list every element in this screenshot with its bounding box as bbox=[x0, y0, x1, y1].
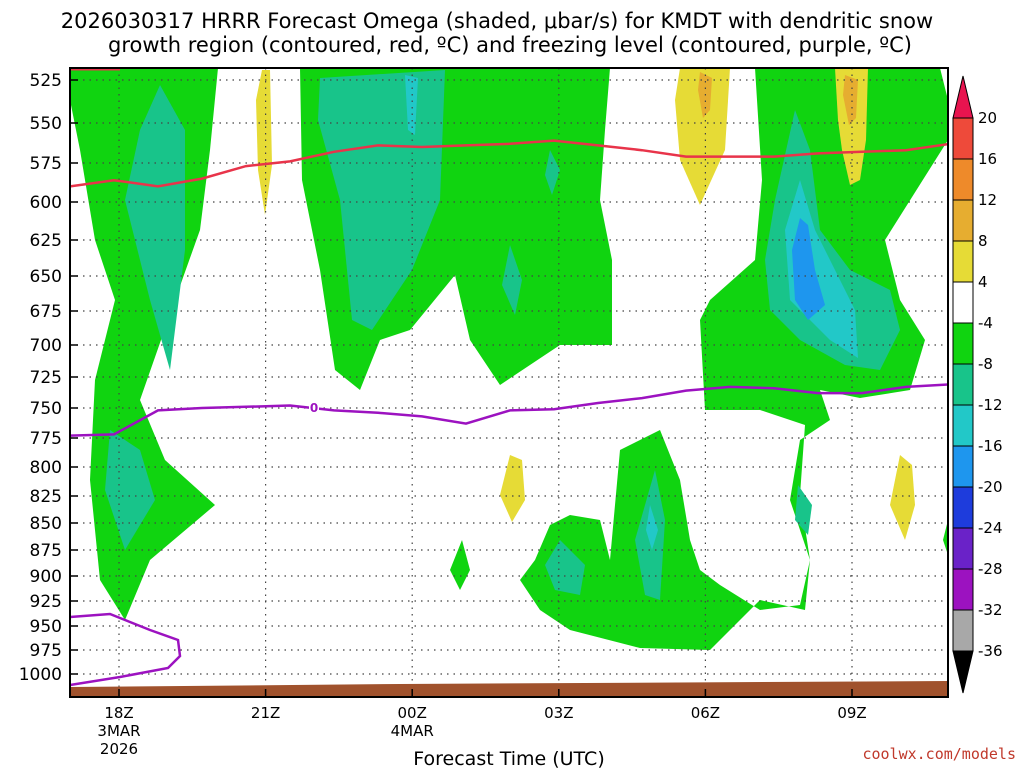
y-tick-label-775: 775 bbox=[30, 429, 62, 449]
x-tick-label-03Z: 03Z bbox=[544, 704, 573, 722]
dgz-isotherm-contour bbox=[70, 139, 948, 188]
colorbar-label--4: -4 bbox=[978, 314, 993, 332]
colorbar-label--8: -8 bbox=[978, 355, 993, 373]
y-tick-label-650: 650 bbox=[30, 267, 62, 287]
colorbar-bin-13 bbox=[952, 609, 974, 652]
omega-region-green-4 bbox=[450, 540, 470, 590]
colorbar-bin-10 bbox=[952, 486, 974, 529]
colorbar-label--32: -32 bbox=[978, 601, 1003, 619]
colorbar-label-12: 12 bbox=[978, 191, 997, 209]
omega-region-teal-1 bbox=[125, 85, 185, 370]
x-tick-label-18Z: 18Z bbox=[104, 704, 133, 722]
colorbar-bin-4 bbox=[952, 240, 974, 283]
y-tick-label-975: 975 bbox=[30, 641, 62, 661]
colorbar-bin-1 bbox=[952, 117, 974, 160]
x-tick-year-18Z: 2026 bbox=[100, 740, 138, 758]
colorbar-label-8: 8 bbox=[978, 232, 988, 250]
colorbar-bottom-arrow bbox=[952, 650, 974, 694]
x-tick-sublabel-18Z: 3MAR bbox=[97, 722, 140, 740]
chart-title-line1: 2026030317 HRRR Forecast Omega (shaded, … bbox=[61, 9, 933, 33]
y-tick-label-675: 675 bbox=[30, 302, 62, 322]
colorbar-bin-3 bbox=[952, 199, 974, 242]
omega-region-yellow-2 bbox=[675, 68, 730, 205]
plot-frame bbox=[69, 67, 949, 698]
colorbar-label-16: 16 bbox=[978, 150, 997, 168]
colorbar-bin-11 bbox=[952, 527, 974, 570]
y-tick-label-825: 825 bbox=[30, 487, 62, 507]
colorbar-bin-9 bbox=[952, 445, 974, 488]
omega-region-cyan-1 bbox=[405, 75, 418, 135]
colorbar-bin-5 bbox=[952, 281, 974, 324]
colorbar-label-4: 4 bbox=[978, 273, 988, 291]
freezing-level-low-contour bbox=[70, 612, 182, 687]
colorbar-label--16: -16 bbox=[978, 437, 1003, 455]
y-tick-label-1000: 1000 bbox=[19, 665, 62, 685]
omega-region-cyan-3 bbox=[646, 505, 658, 550]
colorbar-label-20: 20 bbox=[978, 109, 997, 127]
y-tick-label-800: 800 bbox=[30, 458, 62, 478]
omega-region-blue-1 bbox=[792, 218, 825, 320]
y-tick-label-525: 525 bbox=[30, 71, 62, 91]
x-tick-label-06Z: 06Z bbox=[691, 704, 720, 722]
colorbar-label--28: -28 bbox=[978, 560, 1003, 578]
y-tick-label-900: 900 bbox=[30, 567, 62, 587]
chart-title-line2: growth region (contoured, red, ºC) and f… bbox=[108, 33, 912, 57]
omega-region-teal-4 bbox=[502, 245, 522, 315]
freezing-level-label: 0 bbox=[310, 401, 318, 415]
omega-region-green-3 bbox=[520, 68, 948, 650]
y-tick-label-850: 850 bbox=[30, 514, 62, 534]
x-tick-label-21Z: 21Z bbox=[251, 704, 280, 722]
omega-region-orange-2 bbox=[843, 75, 858, 125]
y-tick-label-575: 575 bbox=[30, 154, 62, 174]
colorbar-bin-12 bbox=[952, 568, 974, 611]
x-axis-title: Forecast Time (UTC) bbox=[413, 748, 604, 768]
omega-region-yellow-1 bbox=[256, 70, 272, 215]
y-tick-label-750: 750 bbox=[30, 399, 62, 419]
colorbar-label--36: -36 bbox=[978, 642, 1003, 660]
omega-region-yellow-5 bbox=[890, 455, 915, 540]
colorbar-bin-7 bbox=[952, 363, 974, 406]
colorbar-bin-8 bbox=[952, 404, 974, 447]
credit-text: coolwx.com/models bbox=[862, 745, 1016, 763]
omega-region-teal-3 bbox=[318, 70, 445, 330]
colorbar-bin-2 bbox=[952, 158, 974, 201]
x-tick-label-00Z: 00Z bbox=[398, 704, 427, 722]
y-tick-label-700: 700 bbox=[30, 336, 62, 356]
omega-shading bbox=[70, 68, 948, 650]
colorbar-top-arrow bbox=[952, 75, 974, 119]
y-tick-label-950: 950 bbox=[30, 617, 62, 637]
colorbar-bin-6 bbox=[952, 322, 974, 365]
contour-lines: 0 bbox=[70, 68, 948, 687]
y-tick-label-550: 550 bbox=[30, 114, 62, 134]
omega-region-teal-5 bbox=[545, 150, 560, 195]
omega-region-green-5 bbox=[943, 520, 948, 555]
colorbar-label--12: -12 bbox=[978, 396, 1003, 414]
omega-region-yellow-4 bbox=[500, 455, 525, 522]
colorbar: 20 16 12 8 4 -4 -8 -12 -16 -20 -24 -28 -32 -36 bbox=[952, 75, 1003, 694]
freezing-level-contour bbox=[70, 383, 948, 437]
omega-region-teal-8 bbox=[545, 540, 585, 595]
x-tick-sublabel-00Z: 4MAR bbox=[391, 722, 434, 740]
ground-surface bbox=[70, 681, 948, 697]
freezing-level-label-bg bbox=[309, 399, 319, 414]
y-tick-label-625: 625 bbox=[30, 231, 62, 251]
x-tick-label-09Z: 09Z bbox=[837, 704, 866, 722]
chart-grid bbox=[70, 68, 948, 697]
omega-region-teal-9 bbox=[795, 485, 812, 535]
y-tick-label-600: 600 bbox=[30, 193, 62, 213]
colorbar-label--24: -24 bbox=[978, 519, 1003, 537]
omega-region-teal-2 bbox=[105, 430, 155, 550]
y-axis: 525 550 575 600 625 650 675 700 725 750 775 800 825 8… bbox=[19, 71, 78, 685]
y-tick-label-725: 725 bbox=[30, 368, 62, 388]
y-tick-label-925: 925 bbox=[30, 592, 62, 612]
y-tick-label-875: 875 bbox=[30, 541, 62, 561]
colorbar-label--20: -20 bbox=[978, 478, 1003, 496]
